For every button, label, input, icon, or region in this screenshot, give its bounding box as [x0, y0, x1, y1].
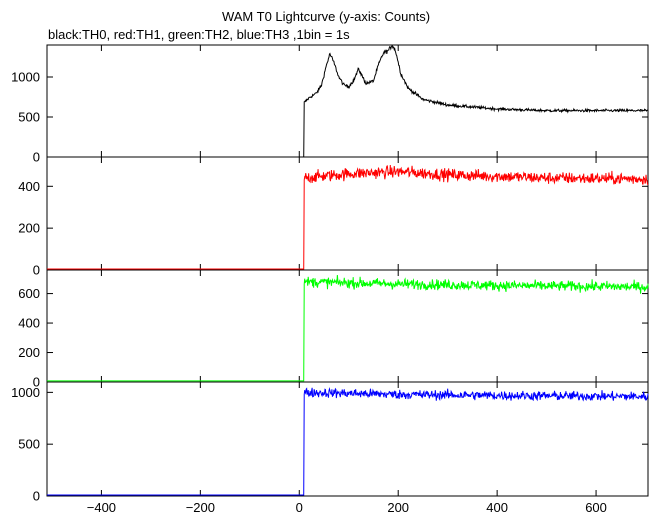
series-line-TH1 [47, 164, 649, 270]
x-tick-label: 200 [387, 500, 409, 515]
y-tick-label-TH3: 0 [33, 489, 40, 504]
series-line-TH3 [47, 386, 649, 496]
panel-frame-TH3 [46, 381, 649, 497]
y-tick-label-TH1: 400 [18, 179, 40, 194]
y-tick-label-TH2: 200 [18, 345, 40, 360]
y-tick-label-TH1: 0 [33, 263, 40, 278]
y-tick-label-TH3: 1000 [11, 385, 40, 400]
y-tick-label-TH2: 400 [18, 316, 40, 331]
x-tick-label: −400 [87, 500, 116, 515]
panel-frame-TH0 [46, 44, 649, 158]
y-tick-label-TH2: 0 [33, 375, 40, 390]
x-tick-label: −200 [186, 500, 215, 515]
chart-title: WAM T0 Lightcurve (y-axis: Counts) [221, 9, 431, 24]
y-tick-label-TH3: 500 [18, 437, 40, 452]
series-line-TH0 [47, 44, 649, 158]
x-tick-label: 400 [486, 500, 508, 515]
y-tick-label-TH0: 0 [33, 150, 40, 165]
y-tick-label-TH2: 600 [18, 286, 40, 301]
series-line-TH2 [47, 274, 649, 382]
x-tick-label: 0 [296, 500, 303, 515]
chart-subtitle: black:TH0, red:TH1, green:TH2, blue:TH3 … [48, 27, 350, 42]
y-tick-label-TH1: 200 [18, 221, 40, 236]
y-tick-label-TH0: 500 [18, 110, 40, 125]
y-tick-label-TH0: 1000 [11, 70, 40, 85]
x-tick-label: 600 [585, 500, 607, 515]
